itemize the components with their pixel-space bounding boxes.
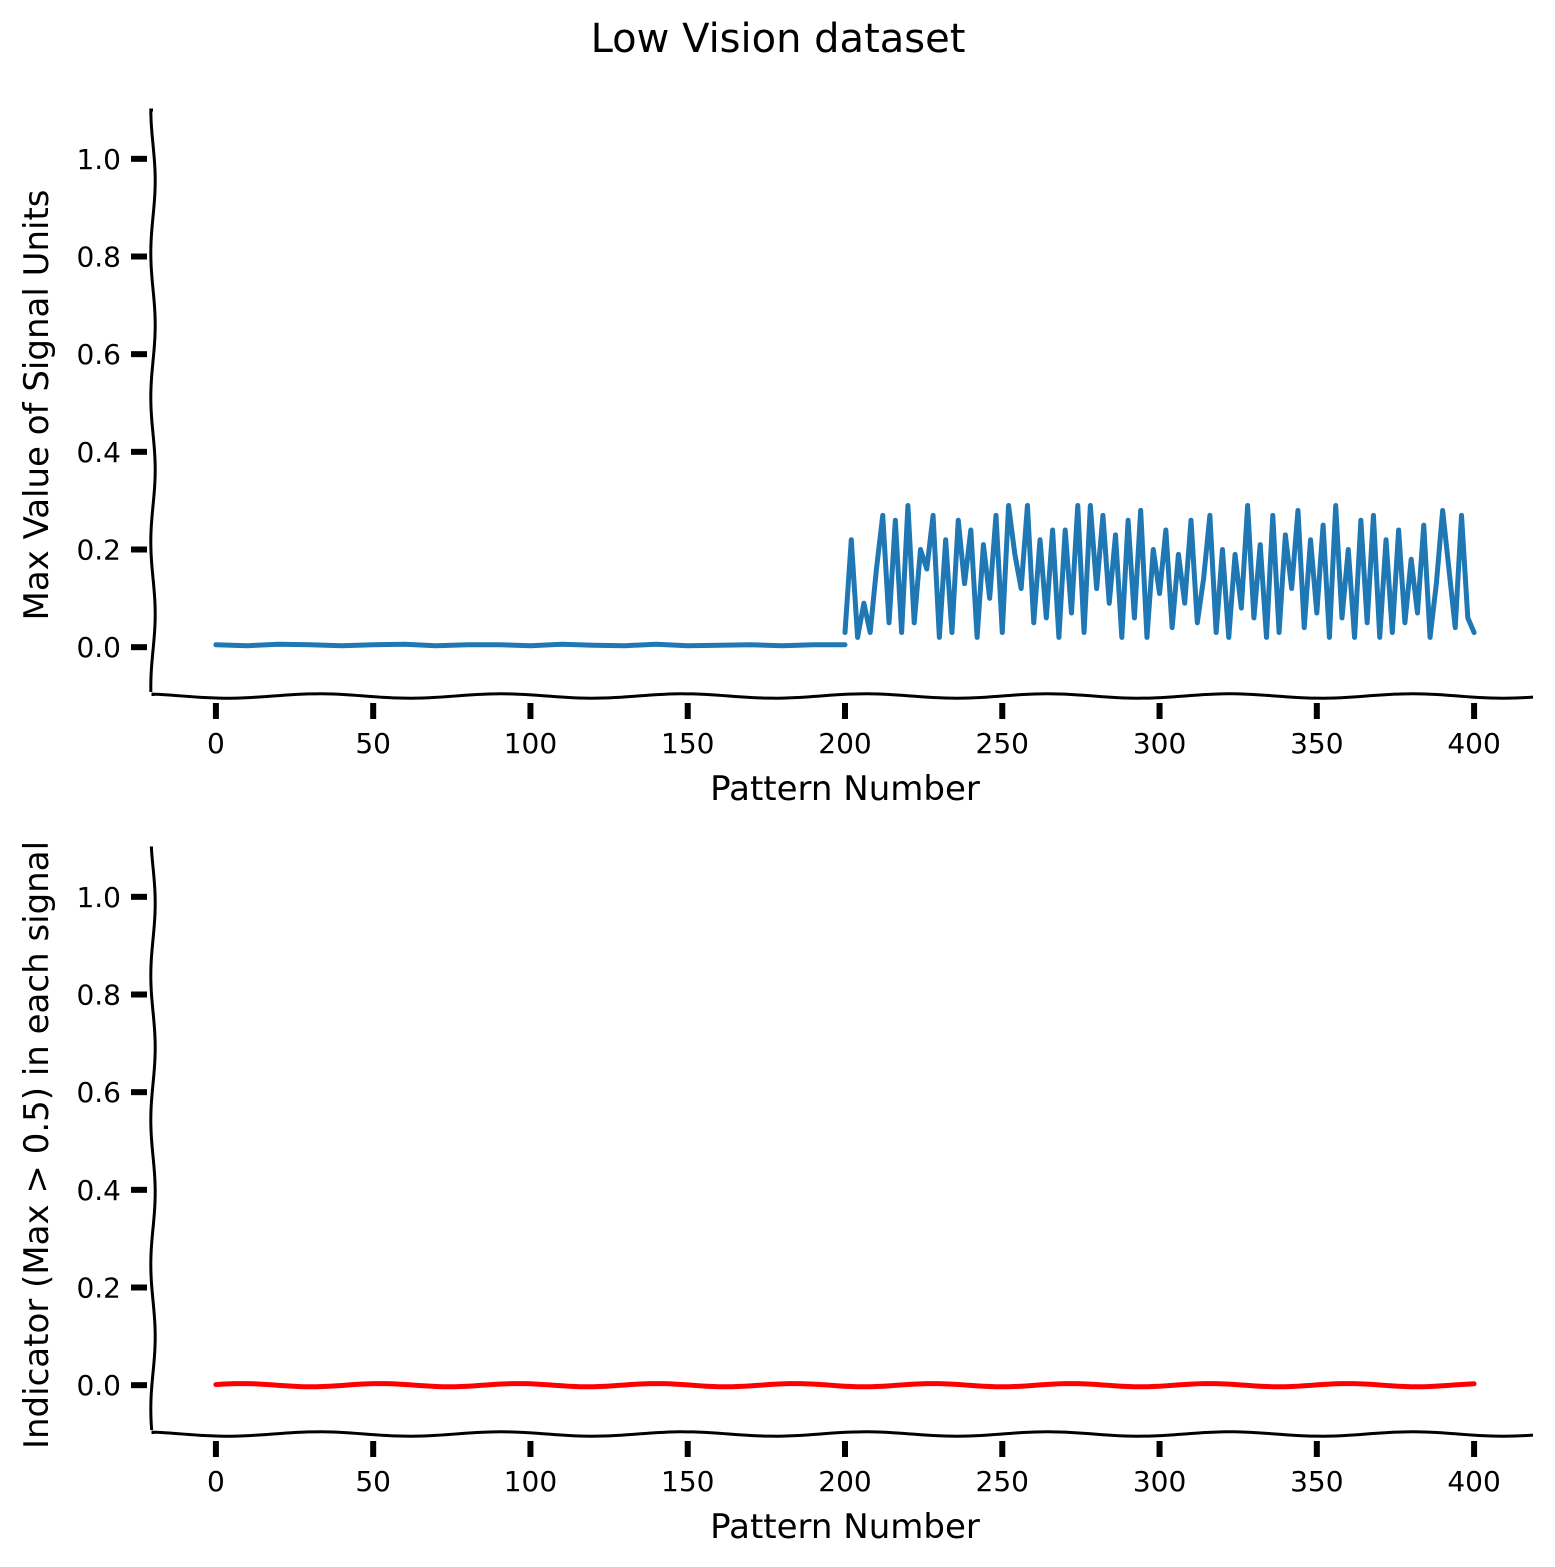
y-tick-label: 0.0 — [76, 1369, 121, 1402]
y-tick-label: 0.4 — [76, 436, 121, 469]
y-tick-label: 0.2 — [76, 534, 121, 567]
chart-panel-bottom: 0.0 0.2 0.4 0.6 0.8 1.0 0 50 100 150 200 250 300 350… — [17, 841, 1534, 1547]
y-tick-label: 0.8 — [76, 979, 121, 1012]
y-ticks: 0.0 0.2 0.4 0.6 0.8 1.0 — [76, 881, 147, 1402]
x-tick-label: 400 — [1447, 1465, 1500, 1498]
figure-title: Low Vision dataset — [591, 16, 966, 62]
y-tick-label: 0.6 — [76, 1076, 121, 1109]
y-axis-spine — [149, 846, 157, 1431]
series-group — [213, 1381, 1477, 1390]
x-tick-label: 100 — [504, 727, 557, 760]
x-tick-label: 350 — [1290, 1465, 1343, 1498]
series-segment — [842, 503, 1477, 640]
x-tick-label: 50 — [355, 727, 391, 760]
x-tick-label: 350 — [1290, 727, 1343, 760]
y-tick-label: 0.6 — [76, 338, 121, 371]
series-segment — [213, 641, 848, 649]
x-tick-label: 150 — [661, 727, 714, 760]
x-tick-label: 300 — [1133, 1465, 1186, 1498]
x-tick-label: 400 — [1447, 727, 1500, 760]
y-tick-label: 0.4 — [76, 1174, 121, 1207]
x-tick-label: 50 — [355, 1465, 391, 1498]
x-tick-label: 300 — [1133, 727, 1186, 760]
y-axis-label: Max Value of Signal Units — [17, 189, 57, 620]
x-tick-label: 0 — [207, 727, 225, 760]
series-segment — [213, 1381, 1477, 1390]
series-line — [213, 503, 1477, 649]
y-tick-label: 0.0 — [76, 631, 121, 664]
y-tick-label: 1.0 — [76, 143, 121, 176]
x-axis-spine — [151, 1430, 1534, 1438]
x-axis-label: Pattern Number — [710, 1507, 980, 1547]
x-tick-label: 100 — [504, 1465, 557, 1498]
x-tick-label: 0 — [207, 1465, 225, 1498]
y-tick-label: 0.8 — [76, 241, 121, 274]
y-ticks: 0.0 0.2 0.4 0.6 0.8 1.0 — [76, 143, 147, 664]
chart-panel-top: 0.0 0.2 0.4 0.6 0.8 1.0 0 50 100 150 200 250 300 350… — [17, 108, 1534, 809]
y-tick-label: 1.0 — [76, 881, 121, 914]
y-axis-spine — [149, 108, 157, 693]
x-tick-label: 200 — [818, 727, 871, 760]
y-axis-label: Indicator (Max > 0.5) in each signal — [17, 841, 57, 1449]
series-group — [213, 503, 1477, 649]
x-tick-label: 250 — [976, 1465, 1029, 1498]
y-tick-label: 0.2 — [76, 1272, 121, 1305]
x-axis-spine — [151, 692, 1534, 700]
x-tick-label: 250 — [976, 727, 1029, 760]
x-tick-label: 200 — [818, 1465, 871, 1498]
x-ticks: 0 50 100 150 200 250 300 350 400 — [207, 703, 1501, 760]
x-tick-label: 150 — [661, 1465, 714, 1498]
x-ticks: 0 50 100 150 200 250 300 350 400 — [207, 1441, 1501, 1498]
x-axis-label: Pattern Number — [710, 769, 980, 809]
series-line — [213, 1381, 1477, 1390]
